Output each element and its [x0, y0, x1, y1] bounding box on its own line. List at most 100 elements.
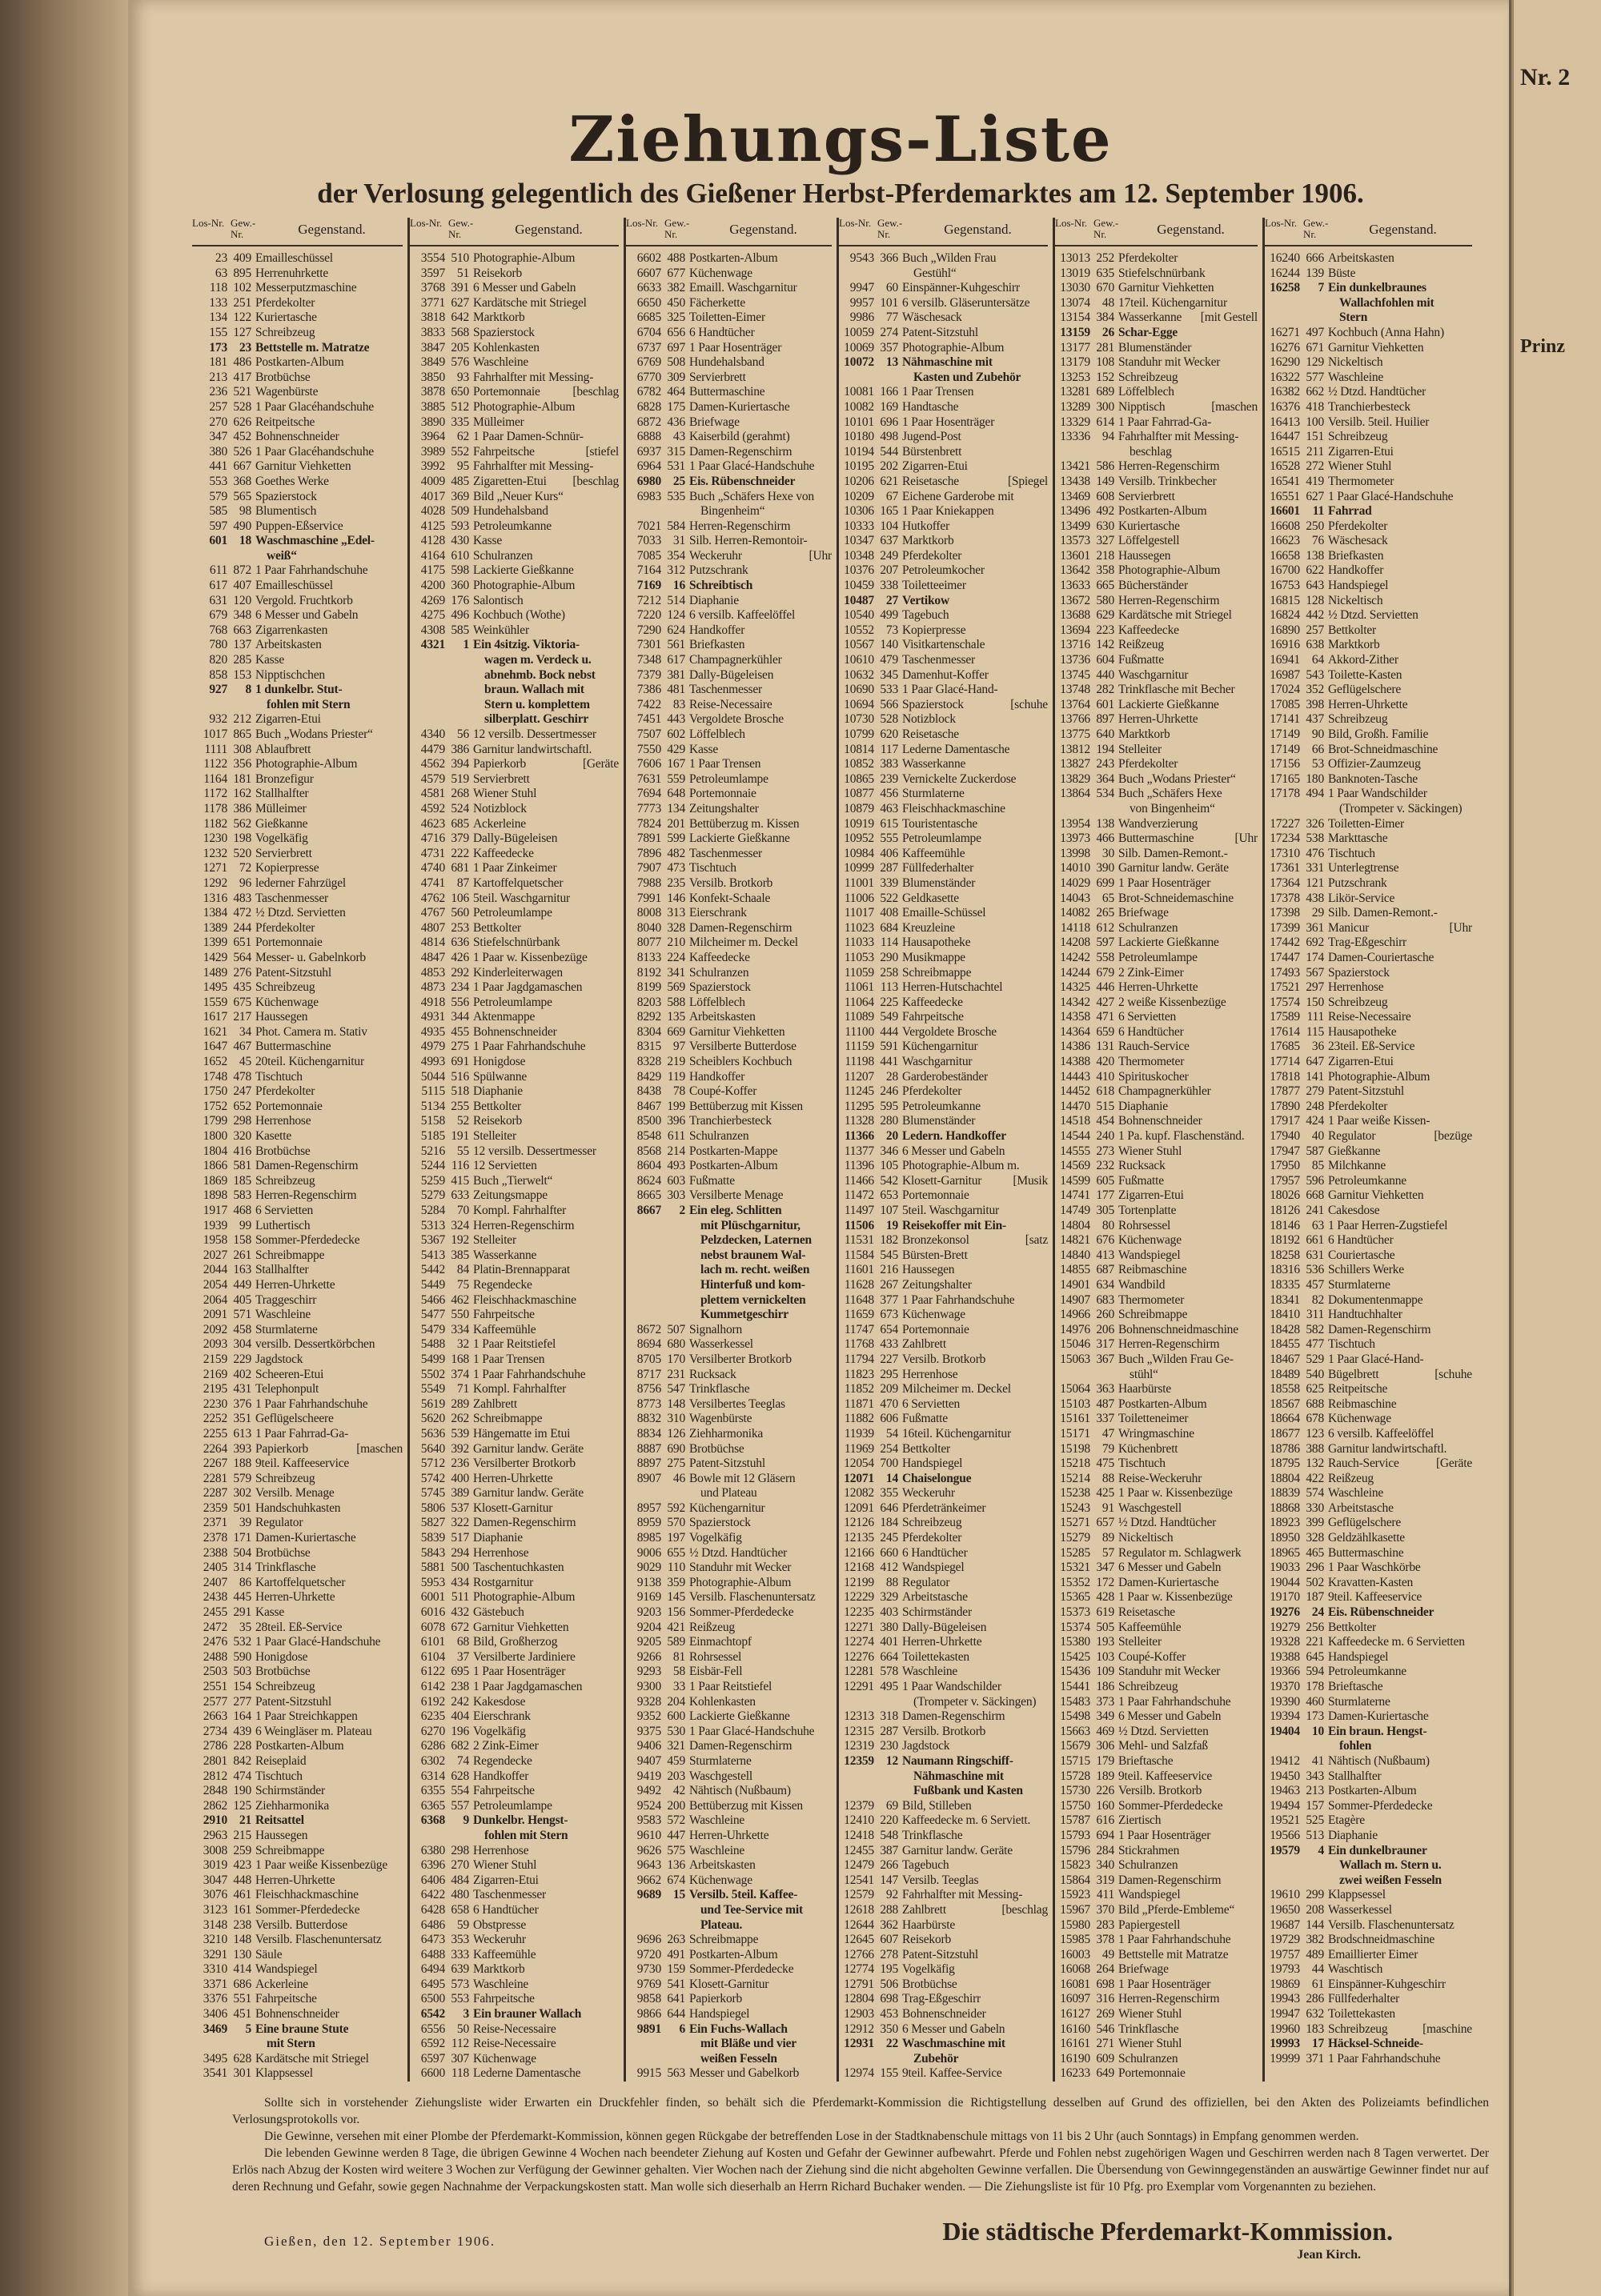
prize-number: 146: [667, 891, 685, 905]
prize-number: 495: [880, 1680, 898, 1693]
prize-number: 571: [233, 1308, 251, 1322]
prize-item: Pferdekolter: [1328, 1100, 1472, 1115]
lot-number: 2577: [203, 1694, 227, 1709]
prize-item-text: Trag-Eßgeschirr: [902, 1992, 981, 2006]
prize-item-text: abnehmb. Bock nebst: [484, 667, 596, 682]
prize-number: 657: [1096, 1516, 1114, 1530]
prize-number: 295: [880, 1367, 898, 1381]
list-entry: 1869 185 Schreibzeug: [192, 1174, 403, 1189]
list-entry: 13336 94 Fahrhalfter mit Messing-: [1055, 430, 1258, 445]
list-entry: 4993 691 Honigdose: [410, 1055, 619, 1070]
list-entry: 1164 181 Bronzefigur: [192, 772, 403, 787]
list-entry: 19328 221 Kaffeedecke m. 6 Servietten: [1265, 1635, 1472, 1650]
prize-number: 378: [1096, 1933, 1114, 1947]
list-entry: 10999 287 Füllfederhalter: [839, 861, 1048, 876]
prize-item: mit Bläße und vier: [689, 2037, 832, 2052]
prize-number: 432: [451, 1605, 469, 1620]
prize-item-text: Portemonnaie: [255, 936, 323, 950]
list-entry: 12774 195 Vogelkäfig: [839, 1962, 1048, 1977]
lot-number: 18489: [1270, 1367, 1300, 1381]
list-entry-continuation: Nähmaschine mit: [839, 1769, 1048, 1785]
prize-item: Rostgarnitur: [473, 1576, 619, 1591]
prize-item-text: Fleischhackmaschine: [902, 801, 1005, 815]
prize-item: Petroleumkanne: [1328, 1174, 1472, 1189]
lot-number: 12135: [844, 1531, 874, 1545]
prize-item: Waschtisch: [1328, 1962, 1472, 1977]
lot-number: 6270: [420, 1724, 445, 1738]
list-entry: 4340 56 12 versilb. Dessertmesser: [410, 727, 619, 743]
prize-number: 510: [451, 251, 469, 265]
prize-number: 429: [667, 742, 685, 756]
prize-item-text: 1 Paar Fahrhandschuhe: [1118, 1694, 1231, 1709]
list-entry: 13013 252 Pferdekolter: [1055, 251, 1258, 266]
lot-number: 4853: [420, 965, 445, 980]
prize-item-text: 9teil. Kaffee-Service: [902, 2066, 1002, 2081]
prize-item-text: Bettstelle m. Matratze: [255, 340, 370, 355]
prize-item: Herren-Uhrkette: [255, 1873, 403, 1889]
prize-item: Coupé-Koffer: [1118, 1650, 1258, 1665]
prize-number: 691: [451, 1055, 469, 1069]
lot-number: 9138: [636, 1575, 661, 1589]
list-entry: 4853 292 Kinderleiterwagen: [410, 966, 619, 981]
lot-number: 12541: [844, 1873, 874, 1887]
prize-item: Schreibzeug: [255, 1472, 403, 1487]
list-entry: 768 663 Zigarrenkasten: [192, 623, 403, 639]
prize-item-text: Küchengarnitur: [902, 1040, 978, 1054]
prize-item-text: Toilettekasten: [902, 1649, 969, 1664]
prize-item: Haussegen: [255, 1829, 403, 1844]
prize-list: Los-Nr. Gew.-Nr. Gegenstand. 23 409 Emaillesc…: [192, 218, 1477, 2082]
prize-number: 455: [451, 1024, 469, 1039]
lot-number: 16276: [1270, 340, 1300, 355]
prize-item-text: 1 Paar w. Kissenbezüge: [1118, 1486, 1233, 1501]
lot-number: 5499: [420, 1352, 445, 1366]
lot-number: 11871: [844, 1396, 874, 1411]
prize-number: 417: [233, 370, 251, 384]
lot-number: 2252: [203, 1412, 227, 1426]
lot-number: 13766: [1060, 712, 1090, 727]
prize-item-text: Waschgestell: [1118, 1501, 1182, 1515]
list-entry: 15980 283 Papiergestell: [1055, 1918, 1258, 1933]
prize-item: Arbeitskasten: [689, 1010, 832, 1025]
prize-number: 632: [1306, 2007, 1324, 2022]
prize-number: 310: [667, 1412, 685, 1426]
list-entry: 6888 43 Kaiserbild (gerahmt): [626, 430, 832, 445]
carry-over-text: [Geräte: [582, 757, 619, 771]
prize-item: Traggeschirr: [255, 1293, 403, 1308]
prize-item-text: Waschleine: [473, 1977, 529, 1991]
prize-item: Löffelgestell: [1118, 534, 1258, 549]
prize-item-text: Blumentisch: [255, 504, 317, 519]
prize-number: 585: [451, 623, 469, 637]
prize-item-text: Herren-Uhrkette: [1328, 697, 1408, 711]
prize-number: 94: [1101, 430, 1114, 444]
prize-item: Herren-Uhrkette: [255, 1278, 403, 1293]
list-entry: 3291 130 Säule: [192, 1948, 403, 1963]
prize-item: 6 versilb. Gläseruntersätze: [902, 296, 1048, 311]
lot-number: 17589: [1270, 1010, 1300, 1024]
list-entry: 12645 607 Reisekorb: [839, 1933, 1048, 1948]
lot-number: 4009: [420, 474, 445, 488]
lot-number: 1182: [203, 816, 227, 831]
lot-number: 11033: [844, 936, 874, 950]
lot-number: 14840: [1060, 1248, 1090, 1262]
prize-item-text: Fahrpeitsche: [255, 1992, 317, 2006]
prize-item: Versilb. 5teil. Huilier: [1328, 415, 1472, 431]
list-entry: 17950 85 Milchkanne: [1265, 1159, 1472, 1174]
prize-item-text: Geldkasette: [902, 891, 959, 905]
prize-item-text: Damenhut-Koffer: [902, 667, 989, 682]
lot-number: 9891: [636, 2022, 661, 2036]
prize-item: Fleischhackmaschine: [255, 1888, 403, 1903]
prize-item-text: Pferdekolter: [902, 1531, 962, 1545]
prize-item-text: Buch „Wilden Frau: [902, 251, 997, 265]
lot-number: 10059: [844, 325, 874, 339]
prize-item-text: Thermometer: [1118, 1055, 1185, 1069]
prize-item: Versilberte Menage: [689, 1188, 832, 1204]
prize-item: Dally-Bügeleisen: [473, 831, 619, 847]
prize-item-text: beschlag: [1130, 444, 1172, 459]
list-entry: 17178 494 1 Paar Wandschilder: [1265, 787, 1472, 802]
prize-number: 153: [233, 667, 251, 682]
prize-item: Portemonnaie: [255, 1100, 403, 1115]
prize-item-text: Kardätsche mit Striegel: [255, 2051, 369, 2066]
prize-item-text: Toiletteneimer: [1118, 1412, 1189, 1426]
prize-item-text: Tischtuch: [1118, 1457, 1166, 1471]
list-entry: 18026 668 Garnitur Viehketten: [1265, 1188, 1472, 1204]
